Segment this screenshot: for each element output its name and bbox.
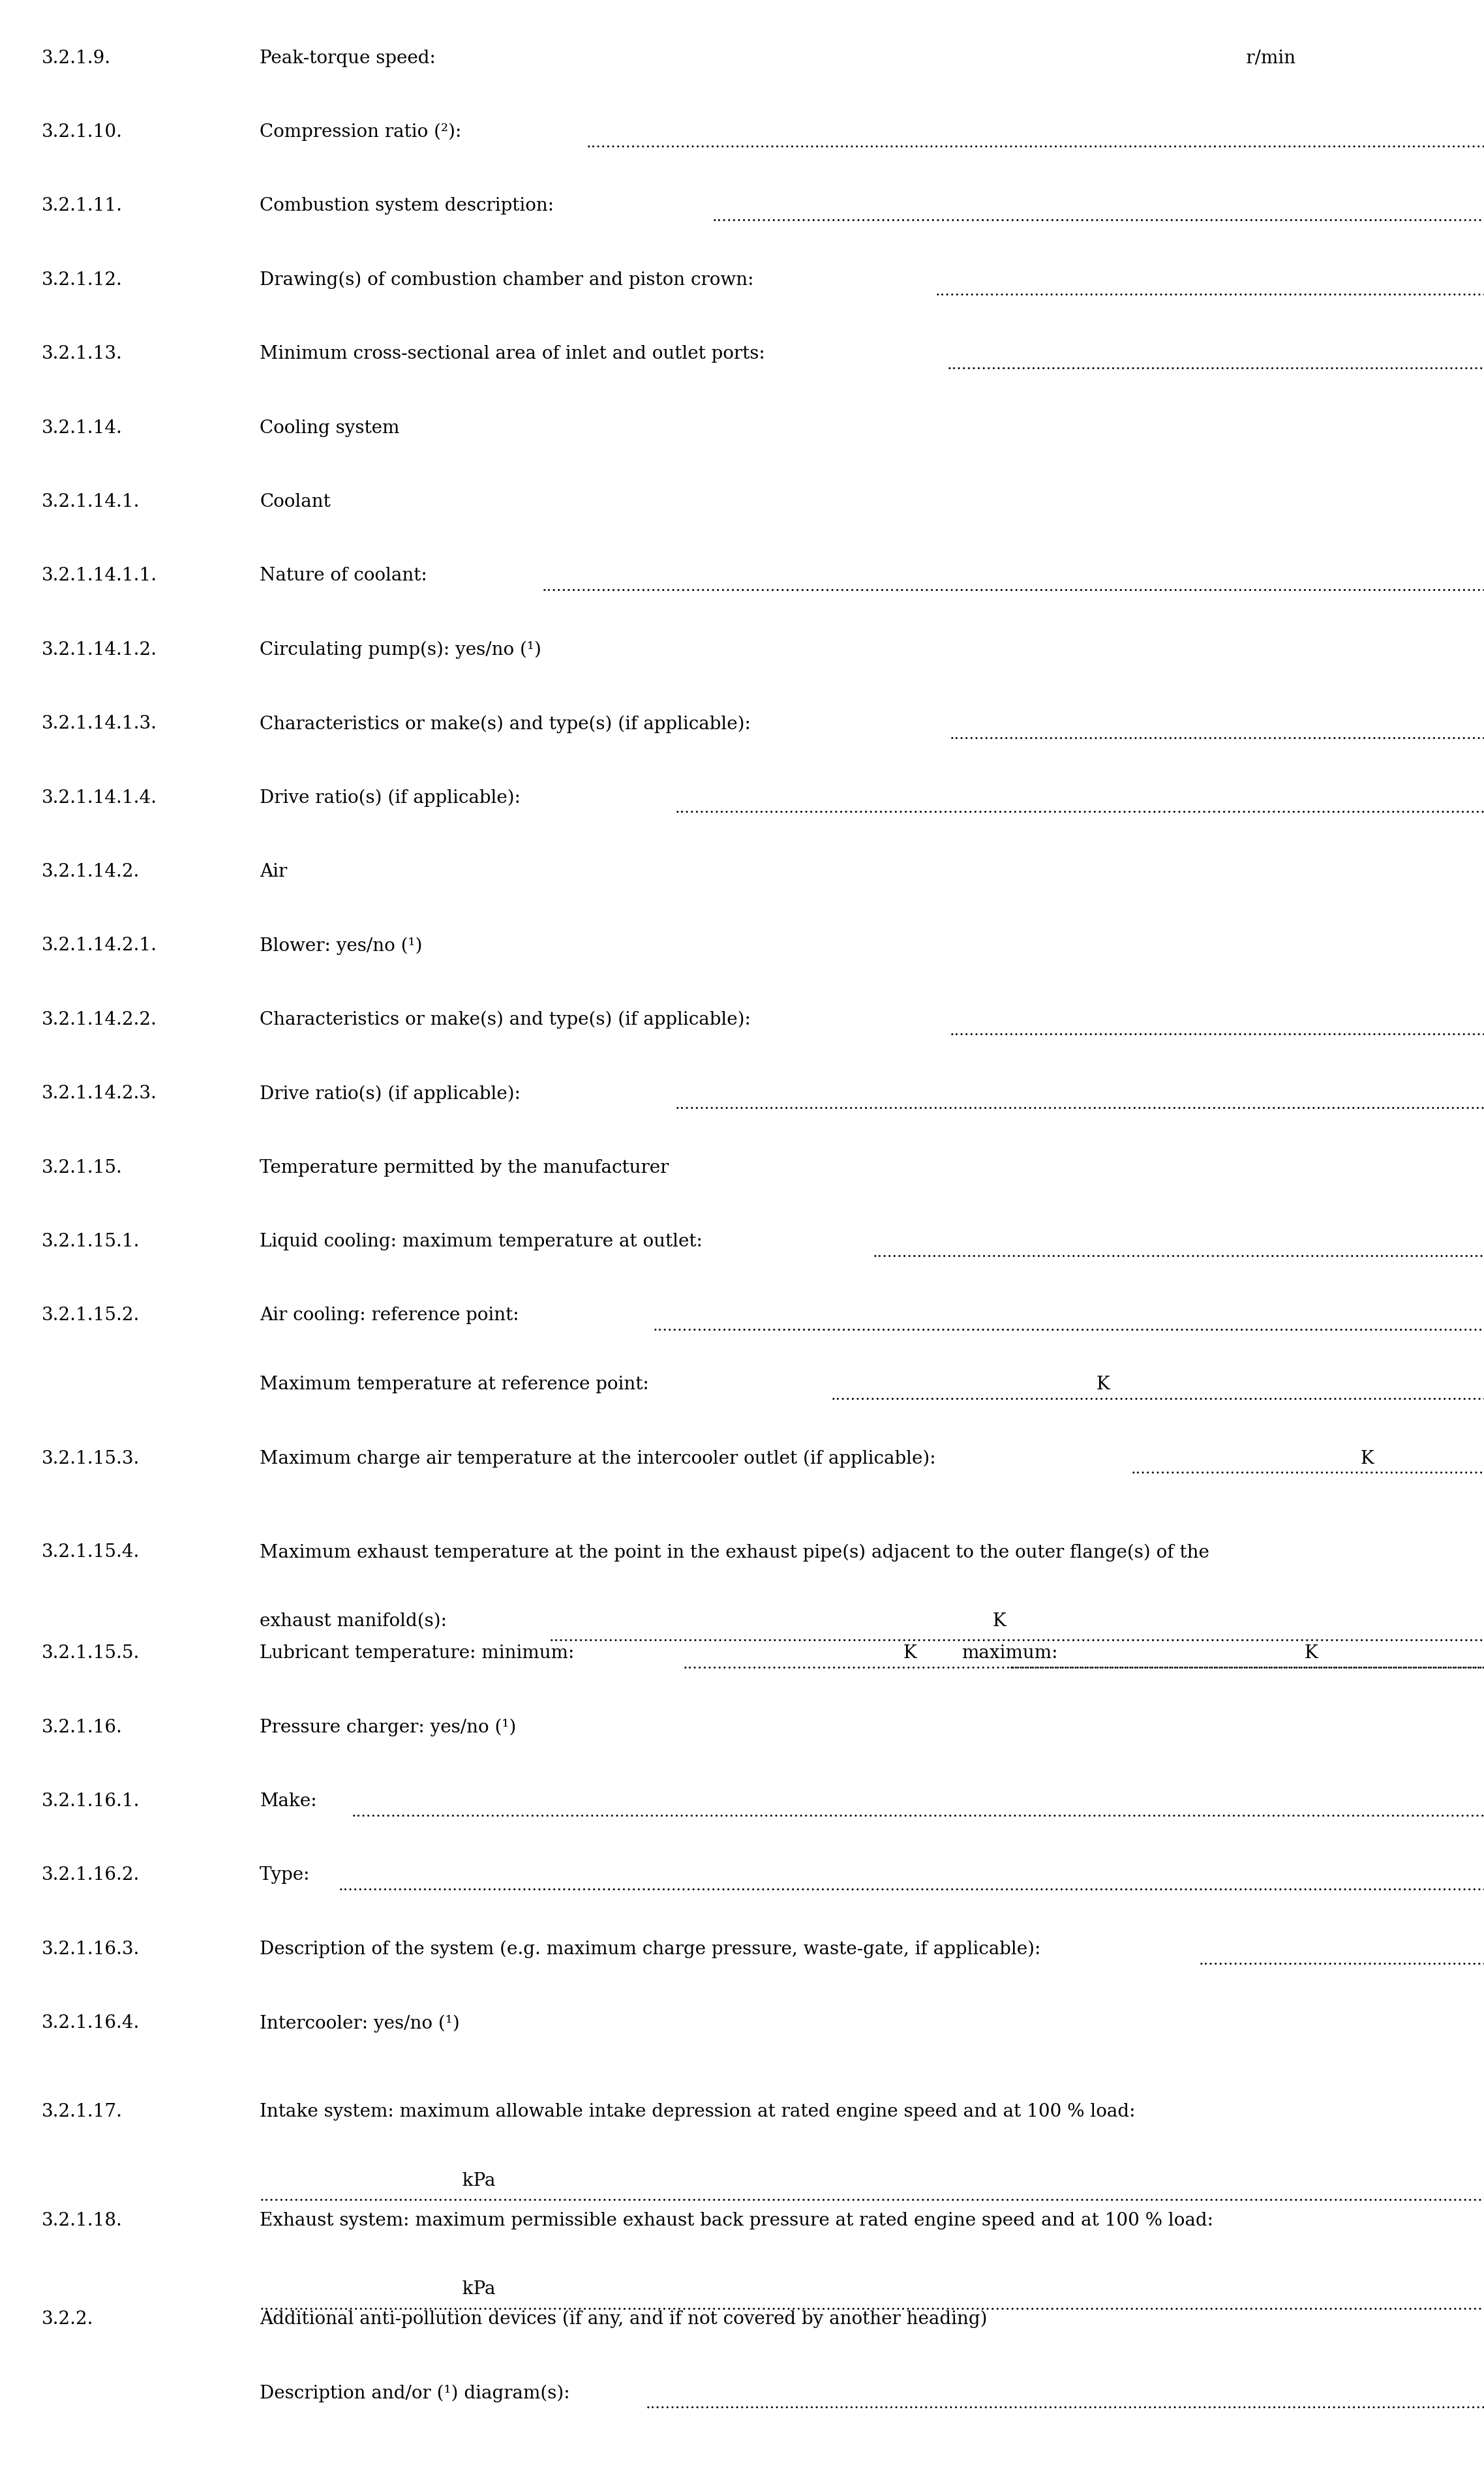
Text: K: K xyxy=(1355,1449,1374,1467)
Text: maximum:: maximum: xyxy=(962,1644,1058,1661)
Text: Maximum exhaust temperature at the point in the exhaust pipe(s) adjacent to the : Maximum exhaust temperature at the point… xyxy=(260,1543,1209,1560)
Text: Minimum cross-sectional area of inlet and outlet ports:: Minimum cross-sectional area of inlet an… xyxy=(260,345,766,362)
Text: Maximum temperature at reference point:: Maximum temperature at reference point: xyxy=(260,1375,649,1393)
Text: K: K xyxy=(987,1612,1006,1629)
Text: Drawing(s) of combustion chamber and piston crown:: Drawing(s) of combustion chamber and pis… xyxy=(260,271,754,288)
Text: Maximum charge air temperature at the intercooler outlet (if applicable):: Maximum charge air temperature at the in… xyxy=(260,1449,936,1467)
Text: 3.2.1.12.: 3.2.1.12. xyxy=(42,271,122,288)
Text: ................................................................................: ........................................… xyxy=(1009,1656,1484,1671)
Text: Description and/or (¹) diagram(s):: Description and/or (¹) diagram(s): xyxy=(260,2384,570,2401)
Text: 3.2.1.15.3.: 3.2.1.15.3. xyxy=(42,1449,139,1467)
Text: 3.2.1.9.: 3.2.1.9. xyxy=(42,49,111,67)
Text: 3.2.1.14.2.: 3.2.1.14.2. xyxy=(42,863,139,880)
Text: 3.2.1.14.2.2.: 3.2.1.14.2.2. xyxy=(42,1011,157,1028)
Text: K: K xyxy=(1091,1375,1110,1393)
Text: ................................................................................: ........................................… xyxy=(935,283,1484,298)
Text: Intake system: maximum allowable intake depression at rated engine speed and at : Intake system: maximum allowable intake … xyxy=(260,2103,1135,2120)
Text: ................................................................................: ........................................… xyxy=(260,2297,1484,2312)
Text: Peak-torque speed:                                                              : Peak-torque speed: xyxy=(260,49,1296,67)
Text: ................................................................................: ........................................… xyxy=(352,1804,1484,1819)
Text: 3.2.1.16.4.: 3.2.1.16.4. xyxy=(42,2014,139,2031)
Text: Circulating pump(s): yes/no (¹): Circulating pump(s): yes/no (¹) xyxy=(260,641,542,658)
Text: kPa: kPa xyxy=(260,2280,496,2297)
Text: ................................................................................: ........................................… xyxy=(646,2396,1484,2411)
Text: Air cooling: reference point:: Air cooling: reference point: xyxy=(260,1306,519,1324)
Text: ................................................................................: ........................................… xyxy=(683,1656,1484,1671)
Text: Nature of coolant:: Nature of coolant: xyxy=(260,567,427,584)
Text: ................................................................................: ........................................… xyxy=(1199,1952,1484,1967)
Text: Lubricant temperature: minimum:: Lubricant temperature: minimum: xyxy=(260,1644,574,1661)
Text: 3.2.1.15.2.: 3.2.1.15.2. xyxy=(42,1306,139,1324)
Text: Blower: yes/no (¹): Blower: yes/no (¹) xyxy=(260,937,423,954)
Text: Additional anti-pollution devices (if any, and if not covered by another heading: Additional anti-pollution devices (if an… xyxy=(260,2310,987,2327)
Text: 3.2.1.11.: 3.2.1.11. xyxy=(42,197,123,214)
Text: 3.2.1.18.: 3.2.1.18. xyxy=(42,2211,122,2228)
Text: ................................................................................: ........................................… xyxy=(338,1878,1484,1893)
Text: 3.2.1.16.1.: 3.2.1.16.1. xyxy=(42,1792,139,1809)
Text: 3.2.1.15.5.: 3.2.1.15.5. xyxy=(42,1644,139,1661)
Text: Combustion system description:: Combustion system description: xyxy=(260,197,554,214)
Text: Characteristics or make(s) and type(s) (if applicable):: Characteristics or make(s) and type(s) (… xyxy=(260,1011,751,1028)
Text: Description of the system (e.g. maximum charge pressure, waste-gate, if applicab: Description of the system (e.g. maximum … xyxy=(260,1940,1040,1957)
Text: 3.2.1.16.: 3.2.1.16. xyxy=(42,1718,122,1735)
Text: Drive ratio(s) (if applicable):: Drive ratio(s) (if applicable): xyxy=(260,1085,521,1102)
Text: ................................................................................: ........................................… xyxy=(947,357,1484,372)
Text: Compression ratio (²):: Compression ratio (²): xyxy=(260,123,462,141)
Text: ................................................................................: ........................................… xyxy=(873,1245,1484,1260)
Text: 3.2.1.14.1.1.: 3.2.1.14.1.1. xyxy=(42,567,157,584)
Text: ................................................................................: ........................................… xyxy=(653,1319,1484,1334)
Text: 3.2.1.14.2.1.: 3.2.1.14.2.1. xyxy=(42,937,157,954)
Text: 3.2.1.13.: 3.2.1.13. xyxy=(42,345,122,362)
Text: 3.2.1.14.1.2.: 3.2.1.14.1.2. xyxy=(42,641,157,658)
Text: ................................................................................: ........................................… xyxy=(549,1629,1484,1644)
Text: Liquid cooling: maximum temperature at outlet:: Liquid cooling: maximum temperature at o… xyxy=(260,1232,702,1250)
Text: 3.2.1.15.: 3.2.1.15. xyxy=(42,1159,122,1176)
Text: Exhaust system: maximum permissible exhaust back pressure at rated engine speed : Exhaust system: maximum permissible exha… xyxy=(260,2211,1214,2228)
Text: Characteristics or make(s) and type(s) (if applicable):: Characteristics or make(s) and type(s) (… xyxy=(260,715,751,732)
Text: 3.2.1.15.1.: 3.2.1.15.1. xyxy=(42,1232,139,1250)
Text: 3.2.1.14.2.3.: 3.2.1.14.2.3. xyxy=(42,1085,157,1102)
Text: 3.2.1.14.1.3.: 3.2.1.14.1.3. xyxy=(42,715,157,732)
Text: Cooling system: Cooling system xyxy=(260,419,399,436)
Text: ................................................................................: ........................................… xyxy=(675,801,1484,816)
Text: ................................................................................: ........................................… xyxy=(950,1023,1484,1038)
Text: 3.2.1.15.4.: 3.2.1.15.4. xyxy=(42,1543,139,1560)
Text: 3.2.1.14.1.4.: 3.2.1.14.1.4. xyxy=(42,789,157,806)
Text: K: K xyxy=(1298,1644,1318,1661)
Text: exhaust manifold(s):: exhaust manifold(s): xyxy=(260,1612,447,1629)
Text: 3.2.1.17.: 3.2.1.17. xyxy=(42,2103,123,2120)
Text: 3.2.1.10.: 3.2.1.10. xyxy=(42,123,123,141)
Text: K: K xyxy=(898,1644,917,1661)
Text: Pressure charger: yes/no (¹): Pressure charger: yes/no (¹) xyxy=(260,1718,516,1735)
Text: 3.2.1.14.1.: 3.2.1.14.1. xyxy=(42,493,139,510)
Text: 3.2.1.16.3.: 3.2.1.16.3. xyxy=(42,1940,139,1957)
Text: ................................................................................: ........................................… xyxy=(542,579,1484,594)
Text: Drive ratio(s) (if applicable):: Drive ratio(s) (if applicable): xyxy=(260,789,521,806)
Text: kPa: kPa xyxy=(260,2172,496,2189)
Text: Temperature permitted by the manufacturer: Temperature permitted by the manufacture… xyxy=(260,1159,669,1176)
Text: ................................................................................: ........................................… xyxy=(586,136,1484,150)
Text: 3.2.1.16.2.: 3.2.1.16.2. xyxy=(42,1866,139,1883)
Text: ................................................................................: ........................................… xyxy=(260,2189,1484,2204)
Text: ................................................................................: ........................................… xyxy=(831,1388,1484,1403)
Text: ................................................................................: ........................................… xyxy=(1131,1462,1484,1477)
Text: Make:: Make: xyxy=(260,1792,318,1809)
Text: Type:: Type: xyxy=(260,1866,310,1883)
Text: Coolant: Coolant xyxy=(260,493,331,510)
Text: 3.2.2.: 3.2.2. xyxy=(42,2310,93,2327)
Text: Intercooler: yes/no (¹): Intercooler: yes/no (¹) xyxy=(260,2014,460,2031)
Text: ................................................................................: ........................................… xyxy=(950,727,1484,742)
Text: Air: Air xyxy=(260,863,288,880)
Text: 3.2.1.14.: 3.2.1.14. xyxy=(42,419,122,436)
Text: ................................................................................: ........................................… xyxy=(712,210,1484,224)
Text: ................................................................................: ........................................… xyxy=(675,1097,1484,1112)
